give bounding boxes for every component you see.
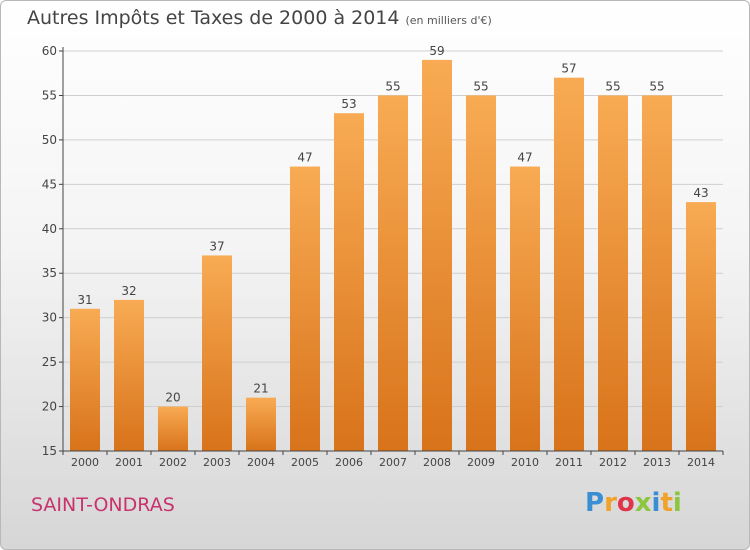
bar (686, 202, 716, 451)
bar (290, 166, 320, 452)
bar-value-label: 53 (341, 97, 356, 111)
bar-value-label: 47 (297, 151, 312, 165)
bar-value-label: 43 (693, 186, 708, 200)
x-tick-label: 2010 (511, 456, 539, 469)
bar (70, 308, 100, 451)
logo-letter: t (660, 488, 673, 518)
bar (598, 95, 628, 451)
axes: 15 20 25 30 35 40 45 50 55 60 2000 2001 2002 2003 2004… (42, 44, 724, 469)
bar-value-label: 55 (385, 79, 400, 93)
bar-value-label: 21 (253, 382, 268, 396)
bar-value-label: 59 (429, 44, 444, 58)
bar (378, 95, 408, 451)
bar (114, 299, 144, 451)
bars (70, 59, 716, 452)
bar-value-label: 55 (605, 79, 620, 93)
bar (202, 255, 232, 451)
bar-value-label: 31 (77, 293, 92, 307)
y-tick-label: 55 (42, 88, 57, 102)
chart-title-unit: (en milliers d'€) (405, 14, 492, 27)
bar (554, 77, 584, 452)
data-labels: 31 32 20 37 21 47 53 55 59 55 47 57 55 55 43 (77, 44, 708, 405)
x-tick-label: 2005 (291, 456, 319, 469)
y-tick-label: 15 (42, 444, 57, 458)
chart-title-text: Autres Impôts et Taxes de 2000 à 2014 (27, 7, 400, 29)
bar (466, 95, 496, 451)
x-tick-label: 2014 (687, 456, 715, 469)
bar-value-label: 57 (561, 62, 576, 76)
y-tick-label: 60 (42, 44, 57, 58)
x-tick-label: 2006 (335, 456, 363, 469)
y-tick-label: 40 (42, 222, 57, 236)
x-tick-label: 2001 (115, 456, 143, 469)
logo-letter: i (651, 488, 661, 518)
y-tick-label: 30 (42, 311, 57, 325)
proxiti-logo: Proxiti (585, 488, 682, 518)
bar-value-label: 55 (473, 79, 488, 93)
x-tick-label: 2011 (555, 456, 583, 469)
x-tick-label: 2002 (159, 456, 187, 469)
x-tick-label: 2012 (599, 456, 627, 469)
x-tick-label: 2003 (203, 456, 231, 469)
y-tick-label: 25 (42, 355, 57, 369)
commune-name: SAINT-ONDRAS (31, 494, 175, 516)
bar (642, 95, 672, 451)
bar (246, 397, 276, 451)
chart-title: Autres Impôts et Taxes de 2000 à 2014 (en… (27, 7, 492, 29)
y-tick-label: 20 (42, 400, 57, 414)
bar-value-label: 47 (517, 151, 532, 165)
bar-value-label: 32 (121, 284, 136, 298)
bar (334, 113, 364, 451)
bar-value-label: 55 (649, 79, 664, 93)
y-tick-label: 35 (42, 266, 57, 280)
x-tick-label: 2009 (467, 456, 495, 469)
logo-letter: x (634, 488, 652, 518)
bar (158, 406, 188, 451)
bar-value-label: 20 (165, 391, 180, 405)
y-tick-label: 50 (42, 133, 57, 147)
bar-value-label: 37 (209, 239, 224, 253)
x-tick-label: 2000 (71, 456, 99, 469)
logo-letter: r (604, 488, 617, 518)
logo-letter: P (585, 488, 605, 518)
x-tick-label: 2013 (643, 456, 671, 469)
bar (510, 166, 540, 452)
bar-chart: 31 32 20 37 21 47 53 55 59 55 47 57 55 55 43 15 20 25 30 3… (42, 44, 724, 469)
x-tick-label: 2007 (379, 456, 407, 469)
bar (422, 59, 452, 452)
logo-letter: o (616, 488, 635, 518)
x-tick-label: 2008 (423, 456, 451, 469)
logo-letter: i (672, 488, 682, 518)
x-tick-label: 2004 (247, 456, 275, 469)
y-tick-label: 45 (42, 177, 57, 191)
